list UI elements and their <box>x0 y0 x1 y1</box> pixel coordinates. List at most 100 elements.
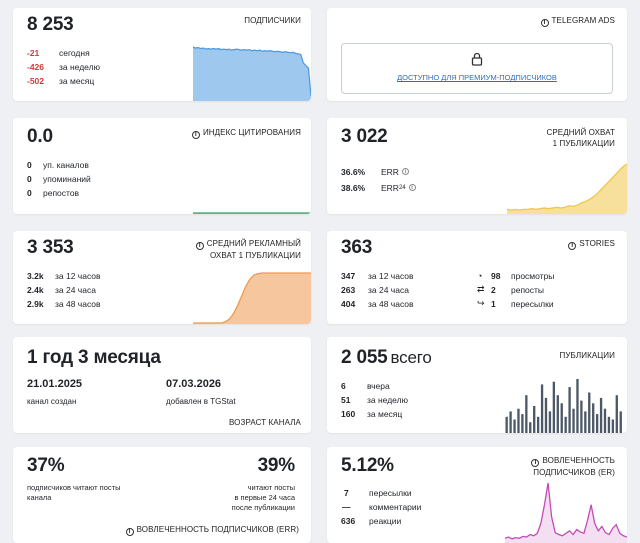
posts-bar[interactable] <box>529 422 532 433</box>
stat-value: 160 <box>341 408 356 419</box>
stat-label: сегодня <box>59 47 90 58</box>
engagement-err-card: 37% подписчиков читают посты канала 39% ч… <box>13 447 311 543</box>
stat-row: -426 за неделю <box>27 60 100 73</box>
forwards-icon: ↪ <box>477 298 485 308</box>
info-icon: i <box>191 131 200 139</box>
err-row: 36.6% ERR i <box>341 165 412 178</box>
reach-area <box>507 164 627 214</box>
posts-bar[interactable] <box>592 403 595 433</box>
err-left-line1: подписчиков читают посты <box>27 483 121 492</box>
posts-bar[interactable] <box>509 411 512 433</box>
citation-chart[interactable] <box>193 178 311 214</box>
stat-row: 0 репостов <box>27 186 79 199</box>
ad-reach-label-line2: ОХВАТ 1 ПУБЛИКАЦИИ <box>209 251 301 260</box>
posts-bar[interactable] <box>505 416 508 433</box>
subscribers-chart[interactable] <box>193 43 311 101</box>
posts-bar[interactable] <box>521 414 524 433</box>
stat-label: за 48 часов <box>368 298 414 309</box>
posts-bar[interactable] <box>580 400 583 433</box>
posts-bar[interactable] <box>603 408 607 433</box>
er-chart[interactable] <box>505 479 627 543</box>
stat-row: 404 за 48 часов <box>341 297 414 310</box>
stat-value: 0 <box>27 187 32 198</box>
info-icon[interactable]: i <box>408 184 416 191</box>
subscribers-area <box>193 47 311 101</box>
posts-bar[interactable] <box>595 414 599 433</box>
citation-card[interactable]: 0.0 i ИНДЕКС ЦИТИРОВАНИЯ 0 уп. каналов 0 уп… <box>13 118 311 214</box>
info-icon[interactable]: i <box>401 168 409 175</box>
posts-bar[interactable] <box>619 411 622 433</box>
posts-bar[interactable] <box>536 416 540 433</box>
posts-suffix: всего <box>390 348 432 367</box>
stat-value: 3.2k <box>27 270 44 281</box>
created-date: 21.01.2025 <box>27 378 83 390</box>
posts-bar[interactable] <box>544 397 548 433</box>
ad-reach-label-line1: СРЕДНИЙ РЕКЛАМНЫЙ <box>206 239 301 248</box>
stat-row: 6 вчера <box>341 379 390 392</box>
posts-bar[interactable] <box>556 395 559 433</box>
reach-card[interactable]: 3 022 СРЕДНИЙ ОХВАТ 1 ПУБЛИКАЦИИ 36.6% ERR… <box>327 118 627 214</box>
stat-value: 6 <box>341 380 346 391</box>
posts-bar[interactable] <box>548 411 552 433</box>
stories-card[interactable]: 363 i STORIES 347 за 12 часов 263 за 24 час… <box>327 231 627 324</box>
stat-label: за 24 часа <box>55 284 96 295</box>
posts-bar[interactable] <box>611 419 615 434</box>
stat-value: 2.4k <box>27 284 44 295</box>
stat-row: -21 сегодня <box>27 46 90 59</box>
posts-bar[interactable] <box>576 379 579 433</box>
posts-bar[interactable] <box>525 395 528 433</box>
er-value: 5.12% <box>341 455 394 476</box>
er-card[interactable]: 5.12% i ВОВЛЕЧЕННОСТЬ ПОДПИСЧИКОВ (ER) 7 пе… <box>327 447 627 543</box>
stat-row: 0 упоминаний <box>27 172 91 185</box>
posts-bar[interactable] <box>517 408 520 433</box>
posts-bar[interactable] <box>584 411 587 433</box>
posts-bar[interactable] <box>533 406 536 433</box>
posts-bar[interactable] <box>599 397 603 433</box>
subscribers-card[interactable]: 8 253 ПОДПИСЧИКИ -21 сегодня -426 за недел… <box>13 8 311 101</box>
posts-bar[interactable] <box>513 419 516 434</box>
posts-bar[interactable] <box>588 392 591 434</box>
err-right-line3: после публикации <box>231 503 295 512</box>
info-icon: i <box>540 19 549 27</box>
posts-bar[interactable] <box>540 384 544 433</box>
stat-label: уп. каналов <box>43 159 89 170</box>
err-right-line1: читают посты <box>247 483 295 492</box>
stat-value: -21 <box>27 47 40 58</box>
lock-icon <box>471 52 483 66</box>
er-line <box>505 482 627 540</box>
posts-bar[interactable] <box>615 395 618 433</box>
stat-value: 404 <box>341 298 356 309</box>
reposts-label: репосты <box>511 284 545 295</box>
premium-link[interactable]: ДОСТУПНО ДЛЯ ПРЕМИУМ-ПОДПИСЧИКОВ <box>397 73 557 82</box>
ad-reach-card[interactable]: 3 353 i СРЕДНИЙ РЕКЛАМНЫЙ ОХВАТ 1 ПУБЛИКАЦ… <box>13 231 311 324</box>
telegram-ads-text: TELEGRAM ADS <box>551 16 615 25</box>
err-right-desc: читают посты в первые 24 часа после публик… <box>232 483 295 513</box>
stat-label: комментарии <box>369 501 422 512</box>
er-label-line1: ВОВЛЕЧЕННОСТЬ <box>542 456 615 465</box>
stat-label: вчера <box>367 380 390 391</box>
posts-bar[interactable] <box>564 416 567 433</box>
posts-chart[interactable] <box>505 375 623 433</box>
views-label: просмотры <box>511 270 555 281</box>
ad-reach-value: 3 353 <box>27 237 74 258</box>
stat-label: за месяц <box>59 75 95 86</box>
posts-bar[interactable] <box>568 387 571 433</box>
stat-value: 2.9k <box>27 298 44 309</box>
ad_reach-area <box>193 273 311 324</box>
telegram-ads-card: i TELEGRAM ADS ДОСТУПНО ДЛЯ ПРЕМИУМ-ПОДПИ… <box>327 8 627 101</box>
ad-reach-chart[interactable] <box>193 269 311 324</box>
premium-box[interactable]: ДОСТУПНО ДЛЯ ПРЕМИУМ-ПОДПИСЧИКОВ <box>341 43 613 94</box>
info-icon: i <box>568 242 577 250</box>
views-row: ◔ 98 просмотры <box>477 269 554 282</box>
views-icon: ◔ <box>477 270 483 281</box>
reposts-row: ⇄ 2 репосты <box>477 283 544 296</box>
stat-value: 7 <box>344 487 349 498</box>
posts-bar[interactable] <box>607 416 611 433</box>
ad_reach-line <box>193 272 311 324</box>
stat-value: 636 <box>341 515 356 526</box>
posts-card[interactable]: 2 055 всего ПУБЛИКАЦИИ 6 вчера 51 за неделю… <box>327 337 627 433</box>
posts-bar[interactable] <box>560 403 563 433</box>
posts-bar[interactable] <box>572 408 575 433</box>
reach-chart[interactable] <box>507 160 627 214</box>
posts-bar[interactable] <box>552 381 556 433</box>
